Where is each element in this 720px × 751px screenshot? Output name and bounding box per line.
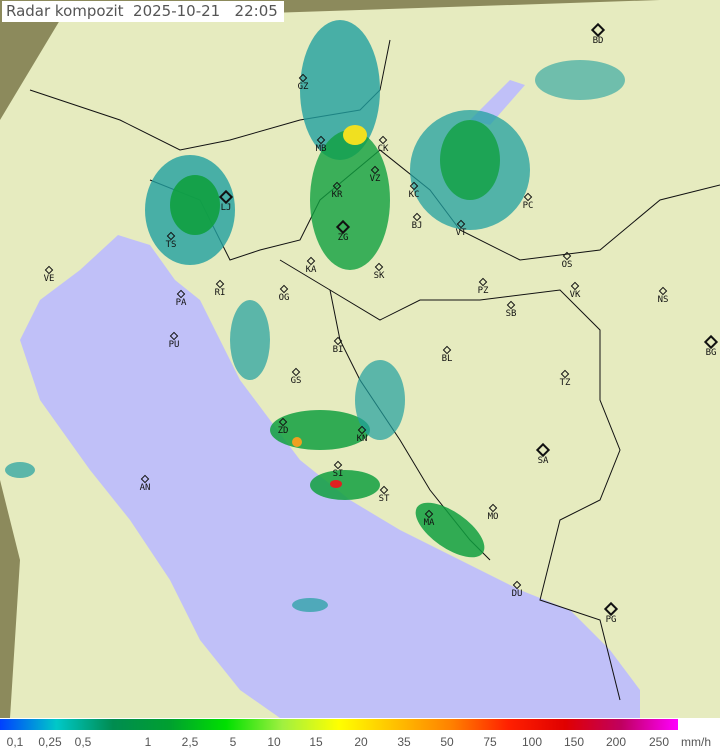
scale-label: 5 — [229, 735, 237, 749]
city-label-ma: MA — [423, 518, 435, 528]
city-label-pz: PZ — [477, 286, 489, 296]
product-name: Radar kompozit — [6, 2, 124, 20]
scale-label: 1 — [144, 735, 152, 749]
city-label-zd: ZD — [277, 426, 289, 436]
city-label-bg: BG — [705, 348, 717, 358]
city-label-pa: PA — [175, 298, 187, 308]
city-label-pg: PG — [605, 615, 617, 625]
city-label-st: ST — [378, 494, 390, 504]
color-scale-bar — [0, 719, 678, 730]
city-label-du: DU — [511, 589, 523, 599]
date-label: 2025-10-21 — [133, 2, 221, 20]
city-label-gs: GS — [290, 376, 302, 386]
city-label-sb: SB — [505, 309, 517, 319]
city-label-kr: KR — [331, 190, 343, 200]
city-label-sk: SK — [373, 271, 385, 281]
city-label-tz: TZ — [559, 378, 571, 388]
city-label-an: AN — [139, 483, 151, 493]
scale-label: 2,5 — [181, 735, 199, 749]
city-label-bi: BI — [332, 345, 344, 355]
city-label-lj: LJ — [220, 203, 232, 213]
scale-label: 0,25 — [38, 735, 62, 749]
scale-label: 15 — [309, 735, 323, 749]
city-label-og: OG — [278, 293, 290, 303]
map-title: Radar kompozit 2025-10-21 22:05 — [2, 1, 284, 22]
scale-label: 10 — [267, 735, 281, 749]
city-label-vt: VT — [455, 228, 467, 238]
city-label-gz: GZ — [297, 82, 309, 92]
scale-label: 0,5 — [74, 735, 92, 749]
scale-label: 0,1 — [6, 735, 24, 749]
scale-label: 75 — [483, 735, 497, 749]
city-label-vz: VZ — [369, 174, 381, 184]
scale-label: 100 — [521, 735, 543, 749]
city-label-os: OS — [561, 260, 573, 270]
scale-label: 50 — [440, 735, 454, 749]
city-label-zg: ZG — [337, 233, 349, 243]
scale-labels: 0,1 0,25 0,5 1 2,5 5 10 15 20 35 50 75 100 150 200 250 m… — [0, 733, 720, 751]
city-label-ns: NS — [657, 295, 669, 305]
scale-label: 35 — [397, 735, 411, 749]
city-label-kc: KC — [408, 190, 420, 200]
scale-label: 200 — [605, 735, 627, 749]
city-label-bj: BJ — [411, 221, 423, 231]
city-label-vk: VK — [569, 290, 581, 300]
city-label-ts: TS — [165, 240, 177, 250]
city-label-pc: PC — [522, 201, 534, 211]
city-label-sa: SA — [537, 456, 549, 466]
time-label: 22:05 — [234, 2, 278, 20]
city-label-bl: BL — [441, 354, 453, 364]
city-label-pu: PU — [168, 340, 180, 350]
city-label-bd: BD — [592, 36, 604, 46]
scale-label: 250 — [648, 735, 670, 749]
city-label-mb: MB — [315, 144, 327, 154]
city-label-ck: CK — [377, 144, 389, 154]
city-label-kn: KN — [356, 434, 368, 444]
city-label-ka: KA — [305, 265, 317, 275]
adriatic-sea — [20, 235, 640, 718]
radar-map — [0, 0, 720, 718]
city-label-si: SI — [332, 469, 344, 479]
city-label-mo: MO — [487, 512, 499, 522]
city-label-ve: VE — [43, 274, 55, 284]
scale-unit: mm/h — [681, 735, 711, 749]
city-label-ri: RI — [214, 288, 226, 298]
scale-label: 20 — [354, 735, 368, 749]
scale-label: 150 — [563, 735, 585, 749]
precipitation — [5, 20, 625, 612]
